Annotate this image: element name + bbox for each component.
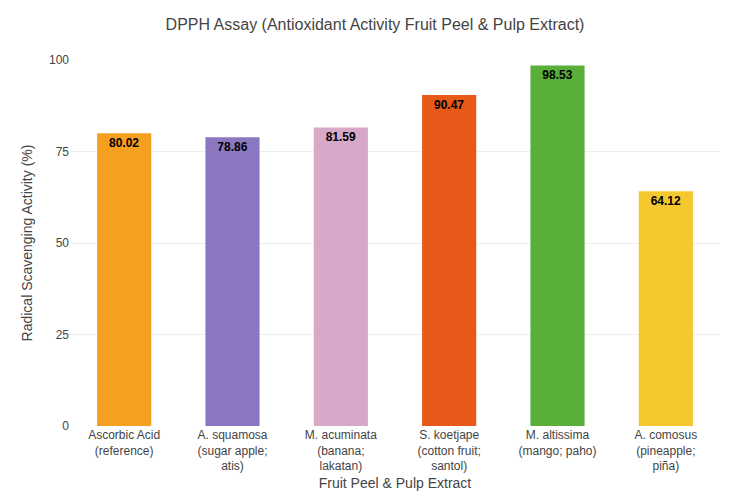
svg-text:25: 25: [56, 328, 70, 342]
svg-text:Ascorbic Acid(reference): Ascorbic Acid(reference): [88, 428, 160, 458]
svg-text:100: 100: [49, 53, 69, 67]
svg-text:DPPH Assay (Antioxidant Activi: DPPH Assay (Antioxidant Activity Fruit P…: [166, 16, 585, 33]
svg-text:A. squamosa(sugar apple;atis): A. squamosa(sugar apple;atis): [197, 428, 267, 473]
svg-text:A. comosus(pineapple;piña): A. comosus(pineapple;piña): [634, 428, 697, 473]
svg-text:64.12: 64.12: [651, 194, 681, 208]
svg-text:S. koetjape(cotton fruit;santo: S. koetjape(cotton fruit;santol): [417, 428, 480, 473]
svg-text:81.59: 81.59: [326, 130, 356, 144]
svg-text:0: 0: [62, 419, 69, 433]
svg-text:M. altissima(mango; paho): M. altissima(mango; paho): [518, 428, 596, 458]
svg-text:90.47: 90.47: [434, 98, 464, 112]
svg-text:75: 75: [56, 145, 70, 159]
svg-text:98.53: 98.53: [542, 68, 572, 82]
svg-text:Radical Scavenging Activity (%: Radical Scavenging Activity (%): [19, 145, 35, 342]
svg-text:78.86: 78.86: [217, 140, 247, 154]
svg-text:80.02: 80.02: [109, 136, 139, 150]
svg-text:Fruit Peel & Pulp Extract: Fruit Peel & Pulp Extract: [319, 475, 472, 491]
svg-text:50: 50: [56, 236, 70, 250]
svg-text:M. acuminata(banana;lakatan): M. acuminata(banana;lakatan): [305, 428, 377, 473]
